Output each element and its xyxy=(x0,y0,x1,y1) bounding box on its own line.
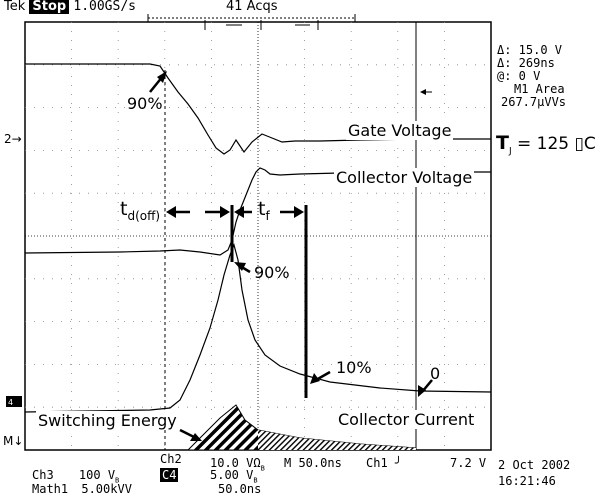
annotation-arrows xyxy=(149,71,433,441)
delta-voltage: Δ: 15.0 V xyxy=(497,43,563,57)
td-off-label: td(off) xyxy=(120,198,160,223)
ch3-scale: 100 V xyxy=(78,468,116,482)
svg-text:4: 4 xyxy=(8,398,13,407)
time-base[interactable]: M 50.0ns xyxy=(284,456,342,470)
td-main: t xyxy=(120,198,128,220)
tj-value: = 125 ▯C xyxy=(517,134,596,154)
ch4-label[interactable]: C4 xyxy=(160,468,179,482)
trigger-level[interactable]: 7.2 V xyxy=(450,456,487,470)
current-10-percent-label: 10% xyxy=(336,358,372,377)
m1-area-label: M1 Area xyxy=(514,82,565,96)
footer-ch3: Ch3 100 VB xyxy=(32,468,119,484)
ch4-scale: 5.00 V xyxy=(210,468,254,482)
cursor-readout: Δ: 15.0 V Δ: 269ns @: 0 V M1 Area 267.7µ… xyxy=(497,44,566,109)
ch3-bw-limit: B xyxy=(115,476,120,485)
time-of-day: 16:21:46 xyxy=(498,474,556,488)
trigger-slope-icon: ╯ xyxy=(394,456,403,470)
gate-voltage-trace xyxy=(25,63,491,155)
tj-subscript: J xyxy=(508,146,512,157)
at-voltage: @: 0 V xyxy=(497,69,541,83)
footer-math1: Math1 5.00kVV xyxy=(32,482,132,496)
header-bar: Tek Stop 1.00GS/s xyxy=(4,0,136,14)
switching-energy-label: Switching Energy xyxy=(36,411,179,430)
gate-90-percent-label: 90% xyxy=(127,94,163,113)
junction-temperature: TJ = 125 ▯C xyxy=(496,132,596,156)
ch2-level-marker[interactable]: 2→ xyxy=(4,132,22,146)
collector-voltage-trace xyxy=(24,167,491,256)
ch3-label[interactable]: Ch3 xyxy=(32,468,54,482)
tf-subscript: f xyxy=(265,208,270,223)
trigger-source-label: Ch1 xyxy=(366,456,388,470)
tf-main: t xyxy=(258,198,266,220)
ch4-ground-marker xyxy=(6,396,22,407)
ch2-bw-limit: B xyxy=(260,464,265,473)
footer-ch2-scale: 10.0 VΩB xyxy=(210,456,265,472)
collector-voltage-label: Collector Voltage xyxy=(334,168,475,187)
current-90-percent-label: 90% xyxy=(254,263,290,282)
gate-voltage-label: Gate Voltage xyxy=(346,121,454,140)
td-subscript: d(off) xyxy=(127,208,161,223)
m1-area-value: 267.7µVVs xyxy=(501,95,567,109)
current-zero-label: 0 xyxy=(430,364,441,383)
tf-label: tf xyxy=(258,198,270,223)
ch4-bw-limit: B xyxy=(253,476,258,485)
sample-rate: 1.00GS/s xyxy=(73,0,136,14)
acquisition-count: 41 Acqs xyxy=(226,0,278,14)
math1-label[interactable]: Math1 xyxy=(32,482,69,496)
run-stop-badge[interactable]: Stop xyxy=(29,0,70,14)
delta-time: Δ: 269ns xyxy=(497,56,555,70)
math1-scale: 5.00kVV xyxy=(81,482,132,496)
footer-ch2: Ch2 xyxy=(160,452,182,466)
date: 2 Oct 2002 xyxy=(498,458,571,472)
acquisition-bracket xyxy=(147,14,356,30)
brand-label: Tek xyxy=(4,0,26,14)
trigger-source[interactable]: Ch1 ╯ xyxy=(366,456,402,470)
tj-symbol: T xyxy=(496,132,509,154)
math1-time: 50.0ns xyxy=(218,482,262,496)
ch2-scale: 10.0 VΩ xyxy=(210,456,261,470)
footer-ch4-scale: 5.00 VB xyxy=(210,468,258,484)
math-level-marker[interactable]: M↓ xyxy=(3,434,24,448)
collector-current-label: Collector Current xyxy=(336,410,477,429)
footer-ch4: C4 xyxy=(160,468,179,482)
ch2-label[interactable]: Ch2 xyxy=(160,452,182,466)
